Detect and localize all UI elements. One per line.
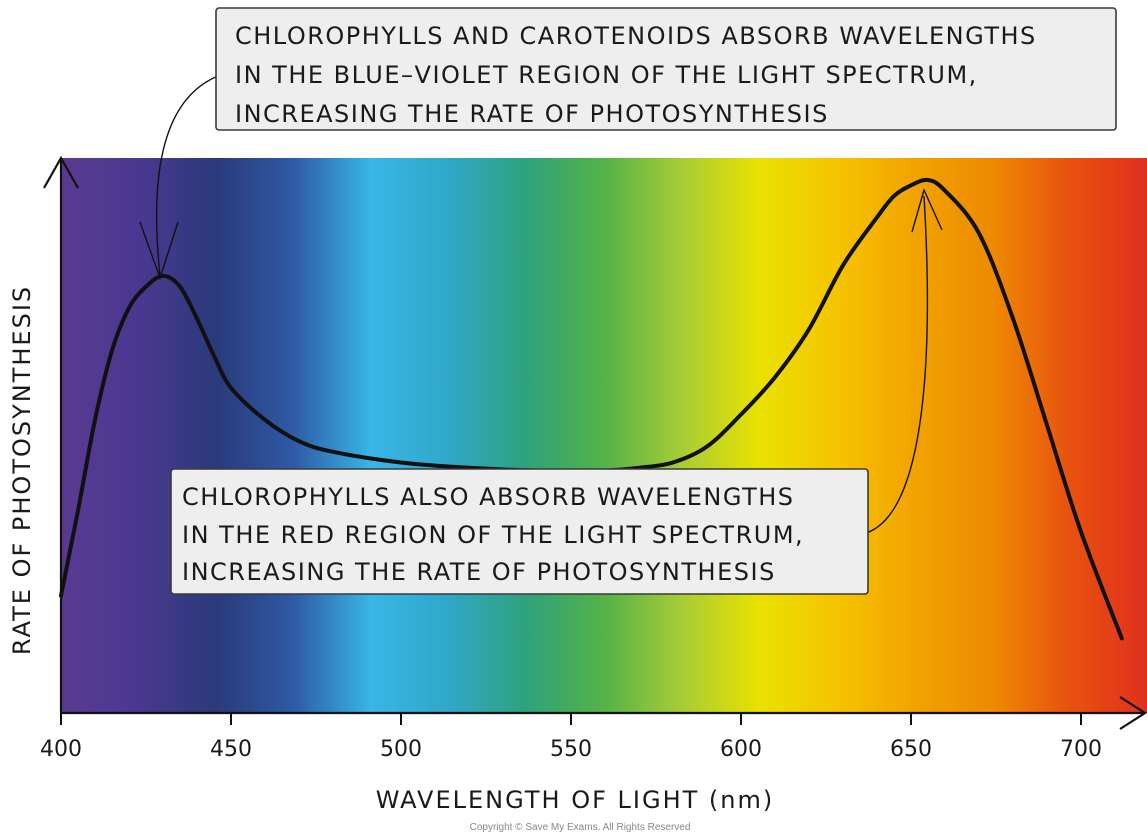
x-tick-label: 400	[40, 737, 82, 762]
x-tick-labels: 400 450 500 550 600 650 700	[40, 713, 1102, 762]
x-tick-label: 550	[550, 737, 592, 762]
callout-blue-line-3: INCREASING THE RATE OF PHOTOSYNTHESIS	[235, 100, 829, 128]
spectrum-background	[61, 158, 1147, 713]
callout-arrowhead-blue	[139, 221, 179, 281]
callout-blue-line-2: IN THE BLUE–VIOLET REGION OF THE LIGHT S…	[235, 61, 978, 89]
y-axis-arrowhead	[43, 155, 79, 189]
callout-red: CHLOROPHYLLS ALSO ABSORB WAVELENGTHS IN …	[170, 468, 869, 595]
callout-red-line-2: IN THE RED REGION OF THE LIGHT SPECTRUM,	[182, 521, 804, 549]
callout-arrowhead-red	[911, 187, 943, 233]
callout-blue-violet: CHLOROPHYLLS AND CAROTENOIDS ABSORB WAVE…	[215, 7, 1117, 131]
callout-red-line-1: CHLOROPHYLLS ALSO ABSORB WAVELENGTHS	[182, 483, 795, 511]
axes	[43, 155, 1147, 730]
x-tick-label: 500	[380, 737, 422, 762]
callout-arrow-red	[865, 195, 929, 534]
x-tick-label: 600	[720, 737, 762, 762]
x-axis-arrowhead	[1119, 696, 1147, 730]
x-tick-label: 450	[210, 737, 252, 762]
x-axis-title: WAVELENGTH OF LIGHT (nm)	[376, 786, 774, 814]
callout-box-red	[170, 468, 869, 595]
x-tick-label: 700	[1060, 737, 1102, 762]
x-tick-label: 650	[890, 737, 932, 762]
callout-blue-line-1: CHLOROPHYLLS AND CAROTENOIDS ABSORB WAVE…	[235, 22, 1037, 50]
callout-arrow-blue	[155, 75, 219, 277]
y-axis-title: RATE OF PHOTOSYNTHESIS	[8, 285, 36, 655]
copyright-notice: Copyright © Save My Exams. All Rights Re…	[470, 822, 691, 833]
callout-box-blue-violet	[215, 7, 1117, 131]
callout-red-line-3: INCREASING THE RATE OF PHOTOSYNTHESIS	[182, 558, 776, 586]
